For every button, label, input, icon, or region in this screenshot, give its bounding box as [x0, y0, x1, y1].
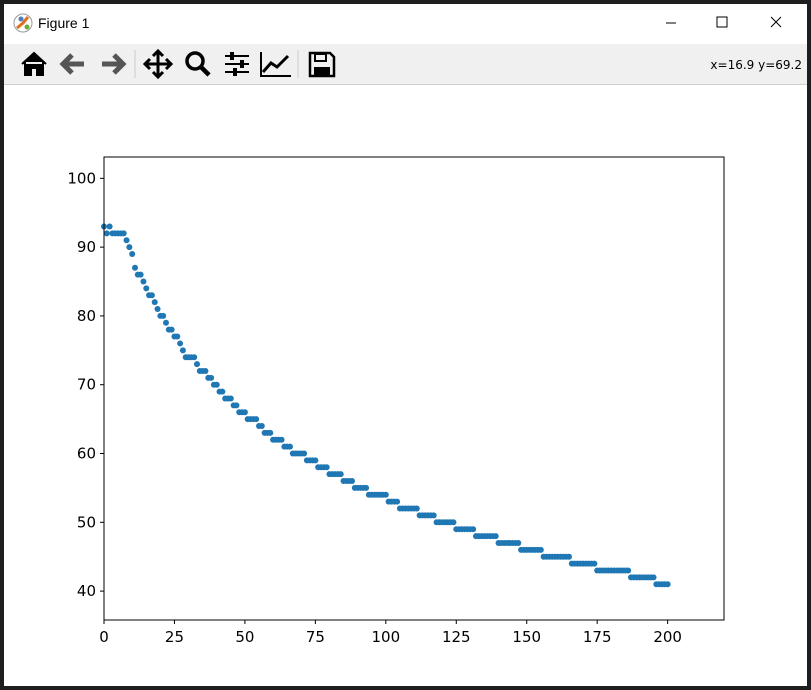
point — [650, 574, 657, 581]
point — [202, 367, 209, 374]
point — [664, 581, 671, 588]
x-tick-label: 75 — [306, 628, 325, 646]
x-tick-label: 0 — [99, 628, 109, 646]
point — [253, 416, 260, 423]
point — [267, 429, 274, 436]
point — [258, 422, 265, 429]
y-tick-label: 90 — [77, 238, 96, 256]
maximize[interactable] — [716, 16, 728, 28]
point — [140, 278, 147, 285]
window: Figure 1 x=16.9 y=69.2 40 50 60 70 80 90 100 0 2… — [4, 4, 807, 686]
zoom-button[interactable] — [185, 51, 211, 77]
point — [337, 471, 344, 478]
close[interactable] — [770, 16, 782, 28]
axes-button[interactable] — [260, 52, 291, 77]
cursor-coordinates: x=16.9 y=69.2 — [710, 58, 802, 72]
point — [174, 333, 181, 340]
back-button[interactable] — [59, 53, 84, 75]
point — [160, 312, 167, 319]
save-button[interactable] — [308, 51, 336, 78]
point — [154, 306, 161, 313]
point — [137, 271, 144, 278]
point — [219, 388, 226, 395]
x-tick-label: 150 — [512, 628, 541, 646]
chart: 40 50 60 70 80 90 100 0 25 50 75 100 125 150 175 200 — [67, 156, 725, 646]
point — [430, 512, 437, 519]
point — [301, 450, 308, 457]
point — [413, 505, 420, 512]
point — [323, 464, 330, 471]
point — [450, 519, 457, 526]
point — [143, 285, 150, 292]
point — [233, 402, 240, 409]
home-button[interactable] — [21, 51, 47, 76]
toolbar-buttons — [21, 48, 336, 80]
y-tick-label: 70 — [77, 376, 96, 394]
point — [278, 436, 285, 443]
window-controls[interactable] — [647, 4, 807, 44]
x-tick-label: 175 — [583, 628, 612, 646]
x-tick-label: 125 — [442, 628, 471, 646]
y-tick-label: 50 — [77, 513, 96, 531]
point — [126, 244, 133, 251]
point — [194, 361, 200, 368]
point — [312, 457, 319, 464]
point — [287, 443, 293, 450]
plot-frame — [103, 156, 725, 621]
x-tick-label: 50 — [235, 628, 254, 646]
point — [566, 553, 572, 560]
app-icon — [13, 13, 33, 33]
window-title: Figure 1 — [38, 15, 90, 31]
point — [151, 299, 158, 306]
y-tick-label: 40 — [77, 582, 96, 600]
y-tick-label: 100 — [67, 169, 96, 187]
y-tick-label: 60 — [77, 445, 96, 463]
y-tick-label: 80 — [77, 307, 96, 325]
point — [123, 237, 130, 244]
point — [106, 223, 113, 230]
point — [349, 478, 355, 485]
point — [241, 409, 248, 416]
point — [168, 326, 175, 333]
point — [537, 546, 544, 553]
point — [363, 484, 370, 491]
point — [625, 567, 632, 574]
point — [515, 539, 522, 546]
point — [591, 560, 598, 567]
x-tick-label: 100 — [371, 628, 400, 646]
x-tick-label: 25 — [165, 628, 184, 646]
point — [213, 381, 220, 388]
point — [191, 354, 198, 361]
toolbar: x=16.9 y=69.2 — [4, 44, 807, 85]
point — [179, 347, 186, 354]
point — [470, 526, 477, 533]
point — [394, 498, 401, 505]
point — [103, 230, 110, 237]
point — [208, 374, 215, 381]
point — [177, 340, 184, 347]
point — [148, 292, 155, 299]
point — [227, 395, 234, 402]
point — [120, 230, 127, 237]
point — [132, 264, 138, 271]
point — [382, 491, 389, 498]
forward-button[interactable] — [102, 53, 127, 75]
point — [129, 251, 136, 258]
point — [492, 533, 499, 540]
configure-button[interactable] — [225, 52, 249, 76]
point — [163, 319, 169, 326]
x-tick-label: 200 — [653, 628, 682, 646]
pan-button[interactable] — [142, 48, 174, 80]
title-bar: Figure 1 — [4, 4, 807, 44]
